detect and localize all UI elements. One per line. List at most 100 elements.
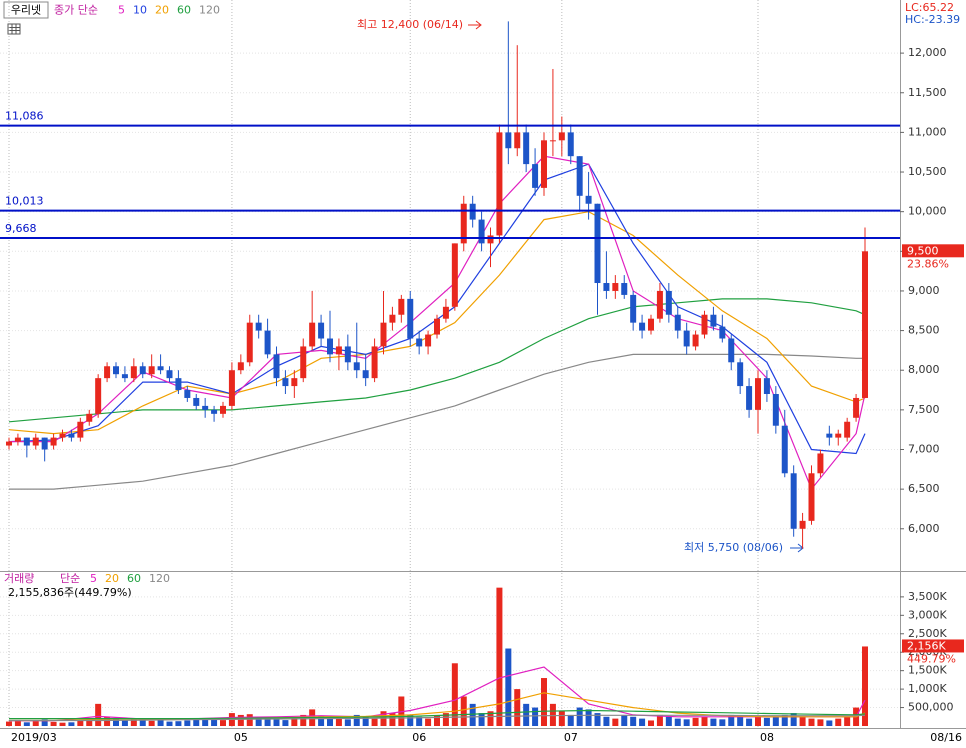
price-tick-label: 6,500 (908, 482, 940, 495)
ma-legend-entry: 10 (133, 4, 147, 17)
volume-bar (505, 648, 512, 726)
candle-body (496, 132, 503, 236)
candle-body (77, 421, 84, 438)
price-level-label: 11,086 (5, 110, 44, 123)
volume-bar (335, 718, 342, 726)
candle-body (692, 334, 699, 347)
volume-bar (808, 718, 815, 726)
volume-bar (407, 714, 414, 726)
date-label: 2019/03 (11, 731, 57, 744)
last-price-box (902, 244, 964, 258)
volume-bar (692, 717, 699, 726)
volume-bar (746, 718, 753, 726)
table-icon[interactable] (7, 23, 21, 35)
ma-legend-entry: 120 (199, 4, 220, 17)
volume-bar (291, 717, 298, 726)
candle-body (451, 243, 458, 307)
last-volume-label: 2,156K (907, 639, 946, 652)
candle-body (335, 346, 342, 355)
candle-body (416, 338, 423, 347)
volume-bar (32, 721, 39, 726)
last-change-label: 23.86% (907, 257, 949, 270)
candle-body (460, 203, 467, 244)
candle-body (139, 366, 146, 375)
candle-body (558, 132, 565, 141)
volume-bar (104, 716, 111, 726)
candle-body (434, 318, 440, 335)
last-price-label: 9,500 (907, 244, 939, 257)
candle-body (318, 322, 325, 339)
volume-bar (763, 717, 770, 726)
volume-bar (148, 720, 155, 726)
volume-bar (211, 717, 218, 726)
price-tick-label: 9,000 (908, 284, 940, 297)
volume-ma-legend-entry: 60 (127, 572, 141, 585)
volume-bar (434, 715, 440, 726)
candle-body (68, 433, 75, 438)
date-label: 06 (412, 731, 426, 744)
volume-bar (826, 720, 833, 726)
candle-body (746, 386, 753, 410)
volume-bar (300, 714, 307, 726)
date-label: 07 (564, 731, 578, 744)
volume-tick-label: 1,000K (908, 682, 947, 695)
volume-bar (719, 719, 726, 726)
price-tick-label: 10,500 (908, 165, 947, 178)
stock-name: 우리넷 (11, 4, 41, 17)
volume-bar (487, 711, 494, 726)
price-tick-label: 6,000 (908, 522, 940, 535)
last-volume-box (902, 639, 964, 653)
price-tick-label: 11,000 (908, 125, 947, 138)
candle-body (246, 322, 253, 363)
candle-body (763, 378, 770, 395)
volume-tick-label: 2,500K (908, 627, 947, 640)
candle-body (86, 413, 93, 422)
candle-body (817, 453, 824, 474)
volume-bar (59, 722, 66, 726)
candle-body (514, 132, 521, 149)
volume-ma-legend-entry: 20 (105, 572, 119, 585)
volume-bar (862, 646, 868, 726)
candle-body (121, 374, 128, 379)
moving-average-line (8, 211, 866, 435)
volume-bar (656, 714, 663, 726)
volume-bar (237, 714, 244, 726)
candle-body (228, 370, 235, 406)
price-tick-label: 11,500 (908, 86, 947, 99)
stock-name-box[interactable] (3, 1, 49, 19)
candle-body (656, 290, 663, 319)
volume-bar (549, 703, 556, 726)
volume-bar (246, 714, 253, 726)
candle-body (327, 338, 333, 355)
candle-body (853, 397, 860, 418)
candle-body (755, 378, 761, 410)
candle-body (719, 326, 726, 339)
price-tick-label: 8,000 (908, 363, 940, 376)
volume-bar (460, 696, 467, 726)
volume-bar (576, 707, 583, 726)
volume-bar (844, 716, 851, 726)
volume-bar (353, 714, 360, 726)
volume-bar (835, 718, 842, 726)
candle-body (541, 140, 547, 188)
candle-body (211, 409, 218, 414)
volume-bar (469, 703, 476, 726)
candle-body (59, 433, 66, 438)
candle-body (567, 132, 574, 157)
volume-info: 2,155,836주(449.79%) (8, 586, 132, 599)
candle-body (32, 437, 39, 446)
volume-bar (737, 716, 744, 726)
candle-body (220, 405, 226, 414)
volume-bar (371, 718, 378, 726)
volume-bar (728, 714, 735, 726)
volume-bar (166, 721, 173, 726)
candle-body (371, 346, 378, 379)
candle-body (781, 425, 788, 474)
candle-body (790, 473, 797, 529)
candle-body (353, 362, 360, 371)
candle-body (710, 314, 717, 327)
candle-body (621, 283, 628, 295)
candle-body (442, 306, 449, 319)
candle-body (844, 421, 851, 438)
